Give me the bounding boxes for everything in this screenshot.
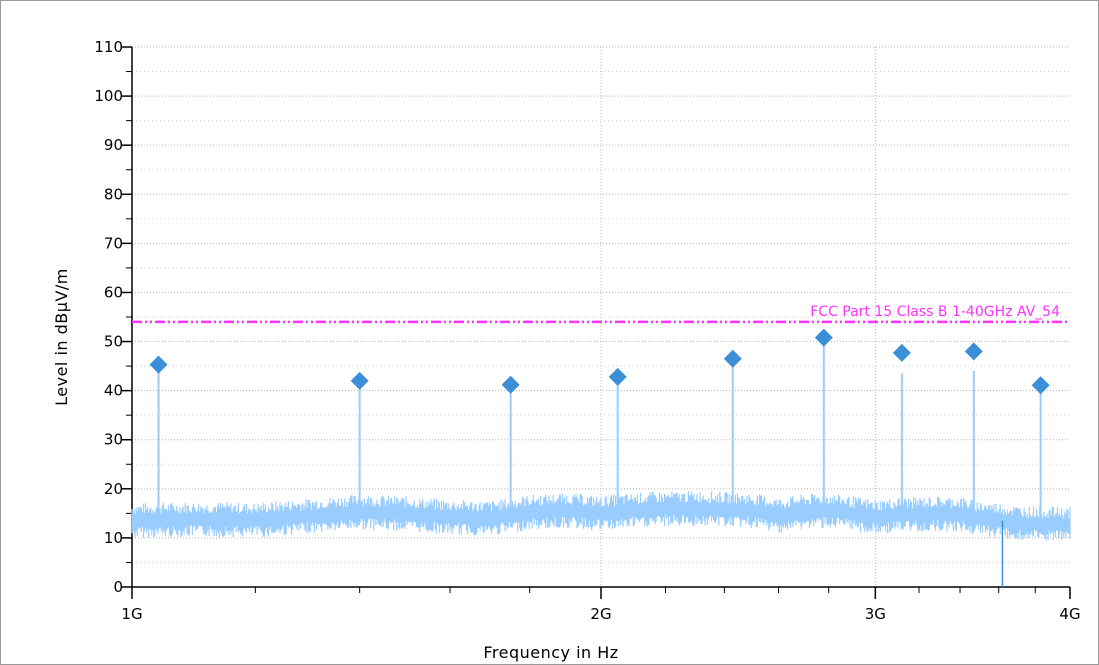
markers	[149, 328, 1050, 395]
x-tick-label: 2G	[590, 605, 611, 623]
noise-trace	[131, 491, 1071, 541]
y-tick-label: 20	[104, 480, 123, 498]
y-tick-label: 0	[113, 578, 123, 596]
y-tick-label: 60	[104, 283, 123, 301]
x-tick-label: 1G	[121, 605, 142, 623]
marker-diamond	[892, 343, 911, 362]
y-tick-label: 70	[104, 234, 123, 252]
marker-diamond	[350, 371, 369, 390]
y-tick-label: 40	[104, 382, 123, 400]
noise-floor	[131, 491, 1071, 587]
y-axis-title: Level in dBµV/m	[52, 268, 71, 406]
y-tick-label: 110	[94, 38, 123, 56]
y-tick-label: 90	[104, 136, 123, 154]
grid	[132, 46, 1070, 587]
limit-line-label: FCC Part 15 Class B 1-40GHz AV_54	[810, 304, 1060, 320]
y-tick-label: 30	[104, 431, 123, 449]
x-axis-title: Frequency in Hz	[483, 643, 618, 662]
marker-diamond	[814, 328, 833, 347]
y-tick-label: 80	[104, 185, 123, 203]
marker-diamond	[608, 367, 627, 386]
marker-diamond	[149, 355, 168, 374]
marker-diamond	[1031, 376, 1050, 395]
marker-diamond	[723, 349, 742, 368]
marker-diamond	[964, 342, 983, 361]
x-tick-label: 4G	[1059, 605, 1080, 623]
y-tick-label: 50	[104, 333, 123, 351]
y-tick-label: 100	[94, 87, 123, 105]
y-axis: 0 10 20 30 40 50 60 70 80 90 100 110	[94, 38, 133, 596]
x-tick-label: 3G	[865, 605, 886, 623]
spikes	[157, 336, 1042, 524]
y-tick-label: 10	[104, 529, 123, 547]
marker-diamond	[501, 375, 520, 394]
x-axis: 1G 2G 3G 4G	[121, 586, 1081, 623]
